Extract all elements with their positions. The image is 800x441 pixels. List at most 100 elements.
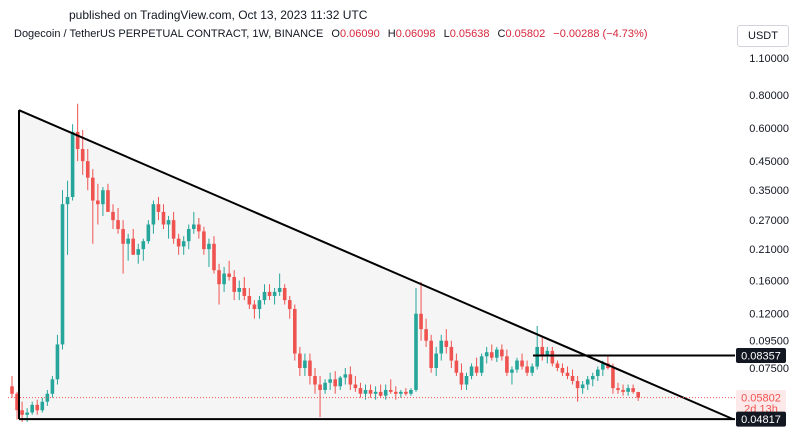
y-tick-label: 0.80000: [749, 90, 789, 102]
candle: [530, 363, 534, 376]
candle: [500, 344, 504, 361]
candle: [106, 183, 110, 212]
candle: [176, 233, 181, 255]
candle: [313, 368, 317, 394]
candle: [636, 391, 640, 401]
change-value: −0.00288 (−4.73%): [553, 28, 648, 40]
candle: [489, 344, 494, 361]
candle: [186, 224, 191, 250]
candle: [419, 281, 423, 341]
candle: [293, 304, 297, 361]
price-tag: 0.04817: [736, 411, 786, 427]
candle: [308, 353, 312, 385]
candle: [373, 386, 378, 400]
candle: [65, 180, 70, 255]
candle: [146, 220, 151, 244]
candle: [404, 388, 408, 396]
candle: [575, 375, 580, 402]
candle: [510, 366, 514, 385]
candle: [626, 384, 630, 396]
high-label: H: [387, 28, 396, 40]
currency-button[interactable]: USDT: [737, 25, 789, 47]
candle: [616, 382, 620, 394]
candle: [585, 375, 590, 390]
y-tick-label: 0.60000: [749, 123, 789, 135]
candle: [217, 263, 221, 305]
candle: [242, 276, 247, 301]
candle: [303, 353, 307, 376]
candle: [388, 379, 393, 394]
y-tick-label: 0.21000: [749, 244, 789, 256]
candle: [495, 346, 499, 363]
candle: [227, 260, 231, 281]
candle: [257, 295, 262, 319]
candle: [75, 103, 80, 162]
candle: [207, 238, 211, 267]
candle: [550, 346, 555, 367]
candle: [515, 357, 519, 373]
candle: [181, 236, 186, 255]
candle: [414, 287, 418, 392]
candle: [35, 399, 40, 415]
candle: [631, 384, 635, 394]
candle: [424, 318, 428, 347]
candle: [505, 349, 509, 376]
candle: [484, 346, 489, 364]
candle: [141, 238, 146, 261]
candle: [449, 340, 454, 368]
candle: [272, 287, 277, 305]
candle: [126, 233, 130, 261]
open-label: O: [331, 28, 340, 40]
candle: [91, 169, 95, 244]
candle: [237, 280, 242, 301]
candle: [318, 375, 322, 418]
descending-trendline[interactable]: [18, 109, 734, 421]
low-label: L: [443, 28, 450, 40]
candle: [333, 371, 337, 394]
candle: [30, 401, 34, 415]
candle: [611, 363, 615, 394]
candle: [121, 220, 125, 274]
symbol-header: Dogecoin / TetherUS PERPETUAL CONTRACT, …: [14, 28, 647, 40]
candle: [429, 334, 433, 373]
candle: [590, 372, 595, 387]
candle: [323, 379, 327, 394]
candle: [151, 200, 156, 234]
candle: [10, 375, 14, 398]
candle: [479, 353, 484, 376]
candle: [343, 368, 348, 385]
candle: [171, 211, 176, 244]
candle: [535, 325, 539, 370]
candle: [287, 295, 292, 319]
y-tick-label: 0.16000: [749, 276, 789, 288]
y-tick-label: 0.07500: [749, 363, 789, 375]
candle: [267, 284, 272, 301]
price-tag-label: 0.04817: [741, 414, 781, 426]
candle: [96, 183, 100, 225]
symbol-title: Dogecoin / TetherUS PERPETUAL CONTRACT, …: [14, 28, 324, 40]
candle: [277, 273, 282, 296]
candle: [222, 266, 226, 292]
candle: [70, 124, 75, 201]
close-label: C: [497, 28, 506, 40]
candle: [131, 229, 135, 255]
candle: [262, 284, 267, 305]
candle: [469, 363, 474, 380]
y-tick-label: 0.45000: [749, 156, 789, 168]
candle: [596, 366, 600, 382]
open-value: 0.06090: [339, 28, 380, 40]
candle: [166, 215, 171, 239]
y-tick-label: 1.10000: [749, 53, 789, 65]
candle: [368, 384, 373, 398]
candle: [232, 270, 236, 301]
candle: [540, 337, 545, 361]
high-value: 0.06098: [395, 28, 436, 40]
candle: [328, 372, 332, 390]
low-value: 0.05638: [449, 28, 490, 40]
candle: [378, 384, 383, 398]
candle: [434, 346, 438, 376]
candle: [338, 375, 343, 390]
y-tick-label: 0.12000: [749, 309, 789, 321]
candle: [399, 389, 403, 398]
